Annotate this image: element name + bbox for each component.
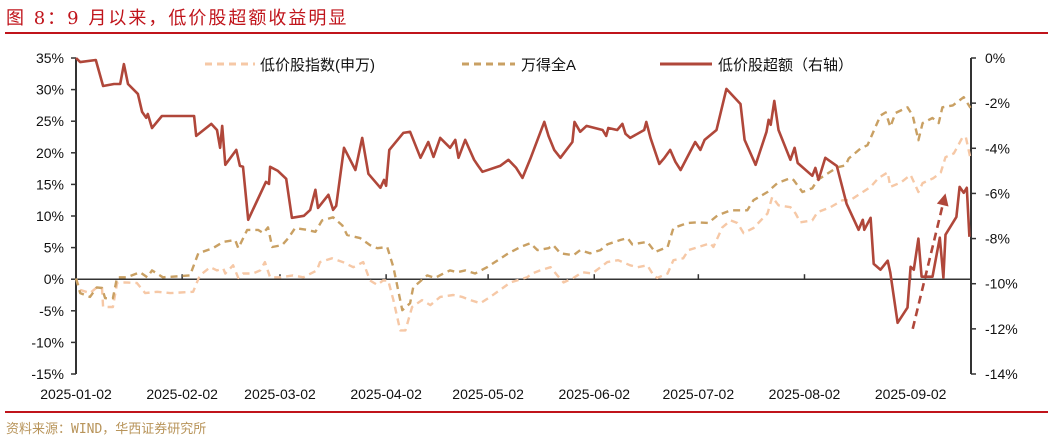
- left-tick-label: 25%: [36, 113, 64, 129]
- left-tick-label: -5%: [39, 303, 64, 319]
- figure-title: 图 8：9 月以来，低价股超额收益明显: [6, 8, 349, 29]
- source-note: 资料来源：WIND，华西证券研究所: [6, 422, 207, 437]
- x-tick-label: 2025-05-02: [452, 386, 524, 402]
- title-rule: [5, 32, 1048, 34]
- left-tick-label: 5%: [44, 240, 64, 256]
- legend-label-wind-a: 万得全A: [521, 56, 576, 74]
- x-tick-label: 2025-09-02: [875, 386, 947, 402]
- right-tick-label: -14%: [985, 366, 1018, 382]
- trend-arrow-head: [936, 193, 949, 207]
- axes: 35% 30% 25% 20% 15% 10% 5% 0% -5% -10% -15% 0% -2% -4…: [31, 50, 1017, 402]
- right-tick-label: -12%: [985, 321, 1018, 337]
- trend-arrow-line: [911, 204, 944, 330]
- series-line-2: [75, 57, 971, 325]
- left-tick-label: 20%: [36, 145, 64, 161]
- right-tick-label: -8%: [985, 231, 1010, 247]
- x-tick-label: 2025-03-02: [244, 386, 316, 402]
- x-tick-label: 2025-08-02: [769, 386, 841, 402]
- x-tick-label: 2025-02-02: [146, 386, 218, 402]
- right-tick-label: -6%: [985, 185, 1010, 201]
- series-line-0: [74, 135, 972, 332]
- x-tick-label: 2025-04-02: [350, 386, 422, 402]
- bottom-rule: [5, 411, 1048, 413]
- left-tick-label: 35%: [36, 50, 64, 66]
- x-tick-label: 2025-06-02: [558, 386, 630, 402]
- x-tick-label: 2025-01-02: [40, 386, 112, 402]
- left-tick-label: -15%: [31, 366, 64, 382]
- right-tick-label: -4%: [985, 140, 1010, 156]
- left-tick-label: 15%: [36, 176, 64, 192]
- legend-label-low-price: 低价股指数(申万): [260, 57, 375, 74]
- left-tick-label: 30%: [36, 82, 64, 98]
- left-tick-label: 10%: [36, 208, 64, 224]
- right-tick-label: -2%: [985, 95, 1010, 111]
- legend: 低价股指数(申万) 万得全A 低价股超额（右轴）: [205, 56, 853, 74]
- right-tick-label: 0%: [985, 50, 1005, 66]
- right-tick-label: -10%: [985, 276, 1018, 292]
- x-tick-label: 2025-07-02: [663, 386, 735, 402]
- series-line-1: [74, 95, 972, 312]
- series-lines: [74, 57, 972, 332]
- left-tick-label: -10%: [31, 334, 64, 350]
- legend-label-excess: 低价股超额（右轴）: [718, 57, 853, 74]
- left-tick-label: 0%: [44, 271, 64, 287]
